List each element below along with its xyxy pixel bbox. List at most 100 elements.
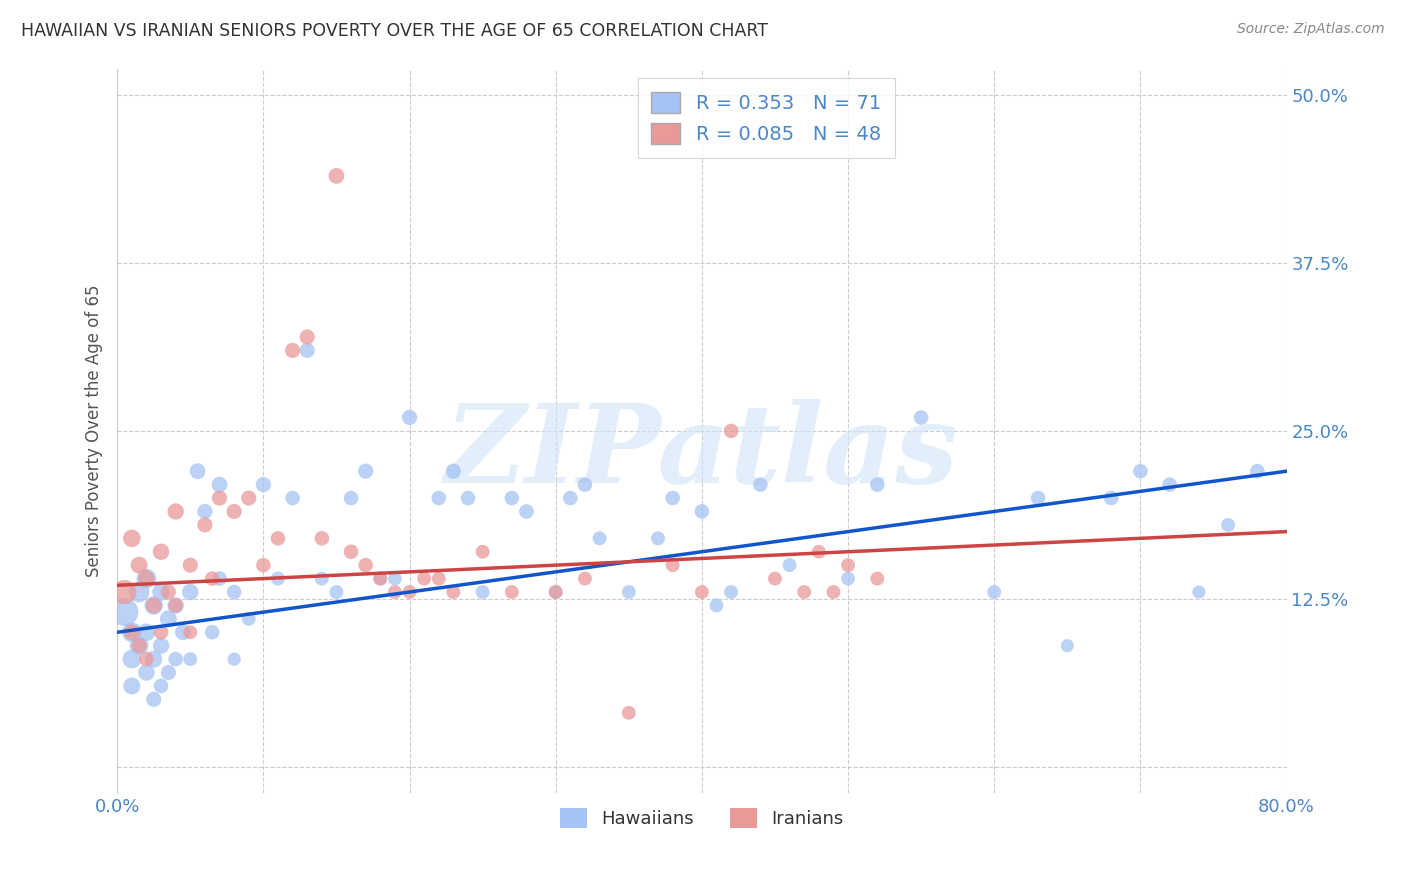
Point <box>179 585 201 599</box>
Point <box>128 639 150 653</box>
Point <box>194 517 217 532</box>
Point <box>142 599 165 613</box>
Point <box>121 625 143 640</box>
Point <box>384 572 406 586</box>
Text: ZIPatlas: ZIPatlas <box>444 399 959 507</box>
Point <box>128 585 150 599</box>
Point <box>150 585 173 599</box>
Point <box>441 464 464 478</box>
Point <box>574 572 596 586</box>
Point <box>325 169 347 183</box>
Point <box>544 585 567 599</box>
Point <box>384 585 406 599</box>
Point <box>574 477 596 491</box>
Point <box>398 585 420 599</box>
Point <box>135 572 157 586</box>
Point <box>763 572 786 586</box>
Y-axis label: Seniors Poverty Over the Age of 65: Seniors Poverty Over the Age of 65 <box>86 285 103 577</box>
Point <box>201 625 224 640</box>
Point <box>150 545 173 559</box>
Point <box>1216 517 1239 532</box>
Point <box>157 585 180 599</box>
Point <box>617 706 640 720</box>
Point <box>128 558 150 573</box>
Point <box>749 477 772 491</box>
Point <box>441 585 464 599</box>
Point <box>1099 491 1122 505</box>
Point <box>208 572 231 586</box>
Point <box>208 477 231 491</box>
Point <box>1129 464 1152 478</box>
Point <box>690 585 713 599</box>
Point <box>281 343 304 358</box>
Point <box>252 558 274 573</box>
Point <box>311 531 333 545</box>
Point <box>252 477 274 491</box>
Point <box>866 477 889 491</box>
Point <box>179 558 201 573</box>
Point <box>354 558 377 573</box>
Point <box>837 558 859 573</box>
Point <box>661 491 683 505</box>
Point <box>135 652 157 666</box>
Point <box>1188 585 1211 599</box>
Point <box>135 665 157 680</box>
Point <box>779 558 801 573</box>
Text: Source: ZipAtlas.com: Source: ZipAtlas.com <box>1237 22 1385 37</box>
Point <box>560 491 582 505</box>
Point <box>427 491 450 505</box>
Point <box>340 491 363 505</box>
Point <box>157 665 180 680</box>
Point <box>238 612 260 626</box>
Point <box>427 572 450 586</box>
Point <box>135 625 157 640</box>
Point <box>142 652 165 666</box>
Point <box>910 410 932 425</box>
Point <box>165 599 187 613</box>
Point <box>1159 477 1181 491</box>
Point <box>165 504 187 518</box>
Point <box>208 491 231 505</box>
Point <box>325 585 347 599</box>
Point <box>720 424 742 438</box>
Point <box>617 585 640 599</box>
Point <box>128 639 150 653</box>
Point <box>194 504 217 518</box>
Point <box>172 625 194 640</box>
Point <box>544 585 567 599</box>
Point <box>157 612 180 626</box>
Point <box>823 585 845 599</box>
Point <box>471 585 494 599</box>
Point <box>457 491 479 505</box>
Point <box>515 504 537 518</box>
Point <box>720 585 742 599</box>
Point <box>983 585 1005 599</box>
Point <box>866 572 889 586</box>
Point <box>267 572 290 586</box>
Point <box>793 585 815 599</box>
Point <box>281 491 304 505</box>
Point <box>1026 491 1049 505</box>
Point <box>1246 464 1268 478</box>
Point <box>1056 639 1078 653</box>
Point <box>706 599 728 613</box>
Point <box>501 585 523 599</box>
Point <box>165 652 187 666</box>
Point <box>135 572 157 586</box>
Point <box>114 585 136 599</box>
Point <box>340 545 363 559</box>
Text: HAWAIIAN VS IRANIAN SENIORS POVERTY OVER THE AGE OF 65 CORRELATION CHART: HAWAIIAN VS IRANIAN SENIORS POVERTY OVER… <box>21 22 768 40</box>
Point <box>121 625 143 640</box>
Legend: Hawaiians, Iranians: Hawaiians, Iranians <box>553 801 851 835</box>
Point <box>297 330 319 344</box>
Point <box>501 491 523 505</box>
Point <box>224 652 246 666</box>
Point <box>121 531 143 545</box>
Point <box>165 599 187 613</box>
Point <box>807 545 830 559</box>
Point <box>238 491 260 505</box>
Point <box>121 679 143 693</box>
Point <box>150 679 173 693</box>
Point <box>142 692 165 706</box>
Point <box>311 572 333 586</box>
